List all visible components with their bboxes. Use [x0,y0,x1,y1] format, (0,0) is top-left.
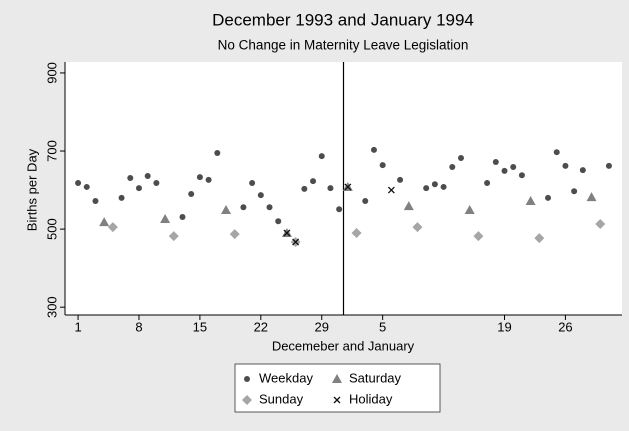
point [188,190,195,197]
point [301,185,308,192]
point [221,204,232,214]
x-tick-label: 5 [379,319,386,334]
legend-label: Holiday [349,391,393,406]
point [518,172,525,179]
legend-marker [244,376,250,382]
point [440,183,447,190]
point [257,192,264,199]
point [153,180,160,187]
legend-marker [332,374,342,383]
point [501,167,508,174]
y-tick-label: 900 [44,62,59,84]
point [492,158,499,165]
x-tick-label: 8 [135,319,142,334]
point [229,229,240,240]
point [562,162,569,169]
y-axis-label: Births per Day [24,148,39,231]
chart-subtitle: No Change in Maternity Leave Legislation [218,38,469,53]
point [144,173,151,180]
point [160,213,171,223]
point [571,188,578,195]
legend-label: Sunday [259,391,304,406]
point [579,167,586,174]
point [397,176,404,183]
point [168,231,179,242]
point [127,174,134,181]
y-tick-label: 500 [44,218,59,240]
point [205,176,212,183]
legend-box [234,363,441,413]
point [423,185,430,192]
y-tick-label: 700 [44,140,59,162]
point [605,162,612,169]
point [107,222,118,233]
point [92,197,99,204]
point [266,204,273,211]
point [379,162,386,169]
point [525,195,536,205]
point [464,204,475,214]
point [403,201,414,211]
point [75,180,82,187]
point [196,174,203,181]
point [553,149,560,156]
point [249,180,256,187]
point [292,238,300,246]
x-tick-label: 1 [74,319,81,334]
point [83,183,90,190]
point [318,153,325,160]
point [283,229,291,237]
point [370,146,377,153]
x-axis-label: Decemeber and January [272,338,415,353]
legend-label: Weekday [259,370,313,385]
point [135,185,142,192]
point [240,204,247,211]
point [510,164,517,171]
point [449,164,456,171]
x-tick-label: 15 [193,319,207,334]
x-tick-label: 19 [497,319,511,334]
point [310,178,317,185]
point [179,214,186,221]
point [362,197,369,204]
x-tick-label: 26 [558,319,572,334]
point [473,231,484,242]
point [118,194,125,201]
legend-marker [333,396,341,404]
point [484,180,491,187]
point [351,228,362,239]
point [545,194,552,201]
point [214,149,221,156]
x-tick-label: 22 [254,319,268,334]
point [275,218,282,225]
point [344,183,352,191]
point [586,192,597,202]
point [336,206,343,213]
legend-label: Saturday [349,370,402,385]
point [327,185,334,192]
point [534,233,545,244]
y-tick-label: 300 [44,296,59,318]
x-tick-label: 29 [315,319,329,334]
legend-marker [242,395,252,405]
point [99,217,110,227]
point [387,186,395,194]
point [412,222,423,233]
point [431,181,438,188]
point [457,155,464,162]
chart-title: December 1993 and January 1994 [212,10,474,29]
point [595,219,606,230]
